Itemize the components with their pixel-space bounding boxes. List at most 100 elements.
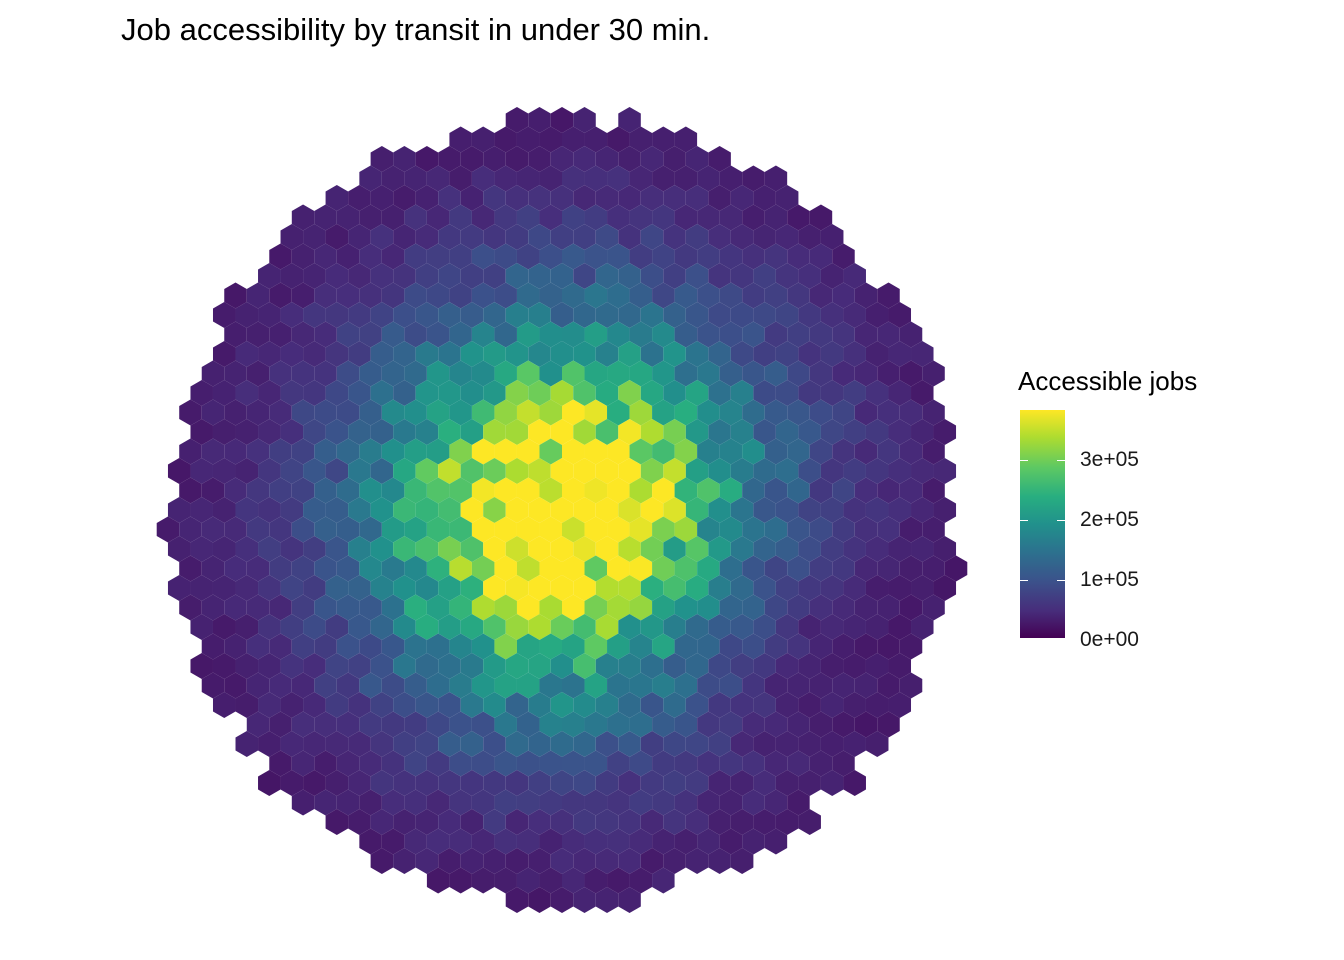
hex-cell [933, 536, 957, 562]
hex-cell [404, 594, 427, 621]
hex-cell [359, 360, 382, 387]
hex-cell [685, 536, 709, 562]
hex-cell [618, 575, 641, 601]
hex-cell [652, 711, 675, 738]
hex-cell [775, 263, 799, 289]
hex-cell [325, 380, 349, 406]
hex-cell [911, 536, 934, 562]
hex-cell [697, 633, 720, 660]
hex-cell [618, 185, 641, 211]
hex-cell [674, 321, 698, 348]
hex-cell [336, 204, 360, 231]
hex-cell [381, 204, 405, 231]
hex-cell [584, 555, 608, 582]
hex-cell [449, 789, 472, 816]
hex-cell [483, 263, 506, 289]
hex-cell [877, 477, 900, 504]
hex-cell [359, 477, 382, 504]
hex-cell [809, 204, 833, 231]
hex-cell [640, 302, 664, 328]
hex-cell [258, 614, 281, 640]
hex-cell [764, 321, 788, 348]
hex-cell [573, 692, 596, 718]
hex-cell [832, 321, 855, 348]
hex-cell [426, 243, 450, 270]
hex-cell [258, 770, 281, 796]
hex-cell [663, 458, 686, 484]
hex-cell [584, 126, 608, 153]
hex-cell [348, 614, 371, 640]
hex-cell [483, 419, 506, 445]
hex-cell [528, 770, 551, 796]
hex-cell [460, 224, 484, 250]
hex-cell [381, 516, 405, 543]
hex-cell [843, 575, 866, 601]
hex-cell [258, 575, 281, 601]
hex-cell [742, 360, 765, 387]
hex-cell [528, 302, 551, 328]
hex-cell [697, 438, 720, 465]
hex-cell [742, 555, 765, 582]
hex-cell [753, 419, 776, 445]
hex-cell [719, 243, 743, 270]
hex-cell [381, 789, 405, 816]
hex-cell [573, 731, 596, 757]
hex-cell [325, 302, 349, 328]
hex-cell [381, 672, 405, 699]
hex-cell [562, 867, 585, 894]
hex-cell [348, 341, 371, 367]
hex-cell [303, 653, 326, 679]
hex-cell [471, 477, 495, 504]
hex-cell [516, 438, 540, 465]
hex-cell [303, 731, 326, 757]
hex-cell [471, 828, 495, 855]
hex-cell [629, 321, 653, 348]
hex-cell [415, 341, 439, 367]
hex-cell [269, 672, 292, 699]
hex-cell [595, 185, 619, 211]
hex-cell [539, 399, 562, 426]
hex-cell [460, 731, 484, 757]
hex-cell [494, 204, 517, 231]
hex-cell [764, 438, 788, 465]
hex-cell [471, 633, 495, 660]
hex-cell [764, 165, 788, 192]
hex-cell [325, 770, 349, 796]
hex-cell [381, 165, 405, 192]
hex-cell [663, 575, 686, 601]
hex-cell [471, 165, 495, 192]
hex-cell [708, 341, 731, 367]
hex-cell [190, 575, 213, 601]
hex-cell [798, 263, 821, 289]
hex-cell [764, 204, 788, 231]
hex-cell [404, 828, 427, 855]
hex-cell [550, 575, 574, 601]
hex-cell [820, 458, 844, 484]
hex-cell [449, 867, 472, 894]
hex-cell [933, 497, 957, 523]
hex-cell [730, 731, 754, 757]
hex-cell [336, 438, 360, 465]
hex-cell [190, 614, 213, 640]
hex-cell [730, 341, 754, 367]
hex-cell [539, 750, 562, 777]
hex-cell [528, 731, 551, 757]
hex-cell [573, 107, 596, 133]
hex-cell [764, 360, 788, 387]
hex-cell [359, 633, 382, 660]
hex-cell [303, 224, 326, 250]
hex-cell [787, 243, 810, 270]
hex-cell [370, 302, 394, 328]
hex-cell [798, 536, 821, 562]
hex-cell [854, 633, 878, 660]
hex-cell [280, 263, 304, 289]
hex-cell [426, 867, 450, 894]
hex-cell [854, 594, 878, 621]
hex-cell [314, 243, 337, 270]
hex-cell [888, 692, 912, 718]
hex-cell [167, 497, 191, 523]
hex-cell [449, 516, 472, 543]
hex-cell [359, 282, 382, 309]
hex-cell [708, 302, 731, 328]
hex-cell [820, 653, 844, 679]
